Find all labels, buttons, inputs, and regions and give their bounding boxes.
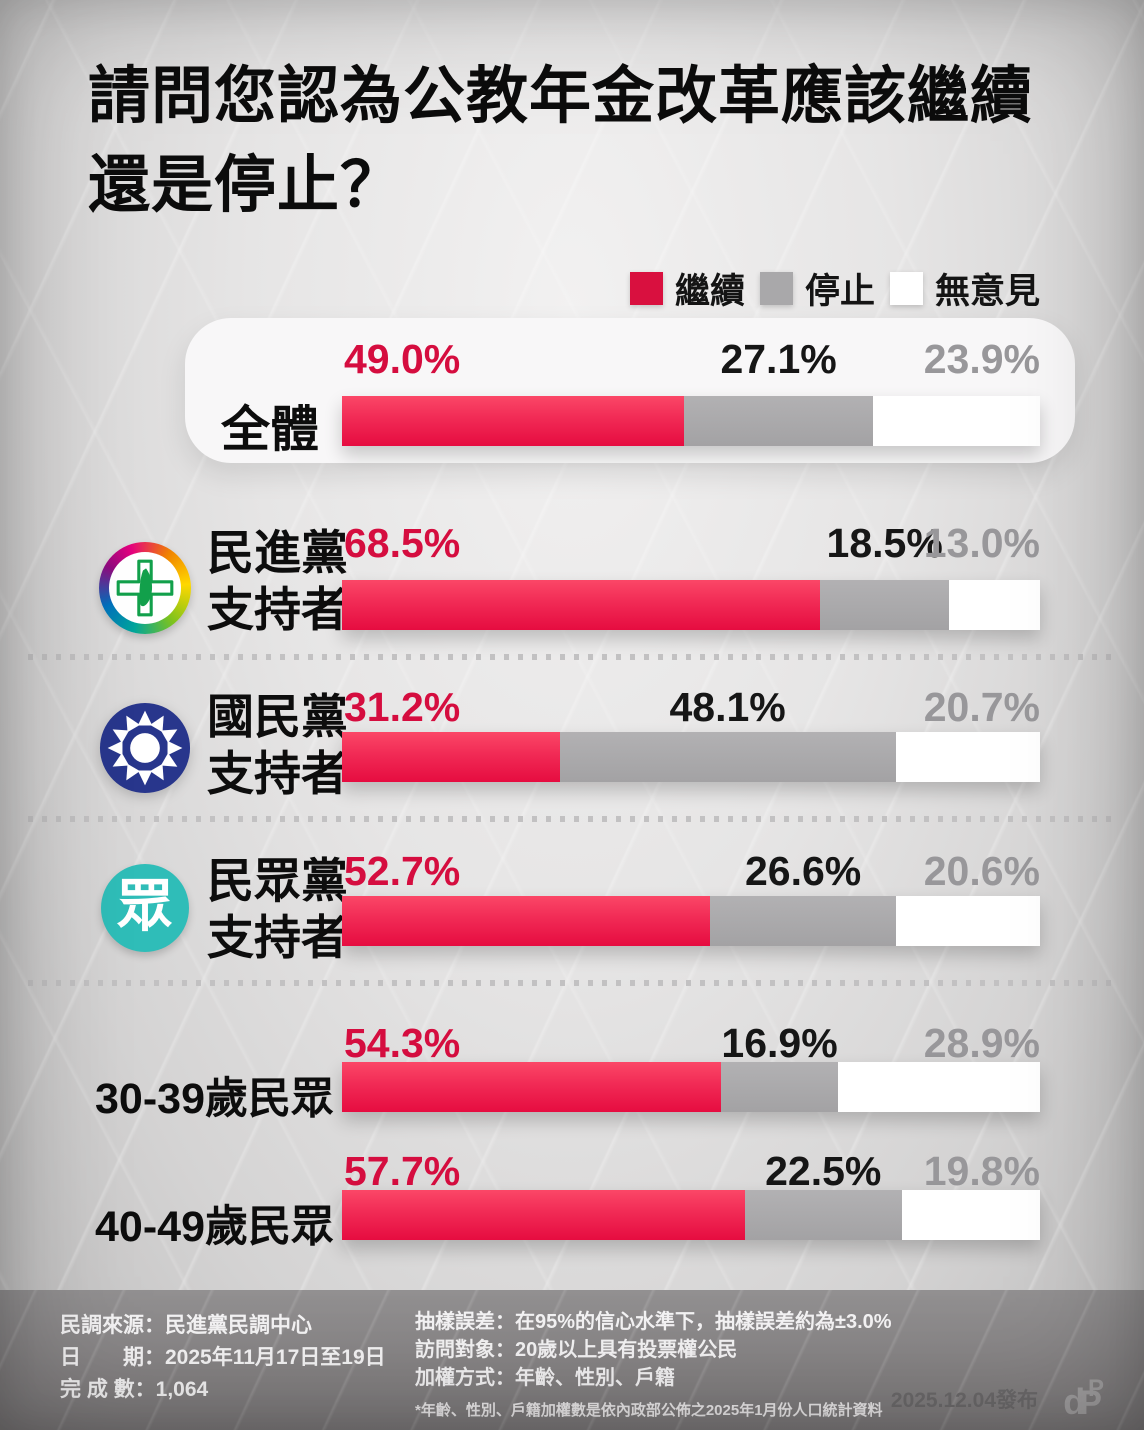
continue-value: 57.7% — [344, 1148, 461, 1194]
publish-date: 2025.12.04發布 — [890, 1389, 1038, 1412]
row-label-overall: 全體 — [221, 403, 320, 457]
percent-line: 31.2% 48.1% 20.7% — [342, 684, 1040, 730]
stop-segment — [710, 896, 897, 946]
row-tpp-supporters: 眾 民眾黨 支持者 52.7% 26.6% 20.6% — [0, 840, 1144, 990]
continue-value: 54.3% — [344, 1020, 461, 1066]
stop-segment — [744, 1190, 902, 1240]
legend-item-stop: 停止 — [760, 263, 875, 314]
no-opinion-value: 20.7% — [923, 684, 1040, 730]
percent-line: 68.5% 18.5% 13.0% — [342, 520, 1040, 566]
stacked-bar-age-40-49 — [342, 1190, 1040, 1240]
legend: 繼續 停止 無意見 — [630, 263, 1040, 314]
continue-value: 52.7% — [344, 848, 461, 894]
continue-swatch-icon — [630, 272, 663, 305]
row-age-30-39: 30-39歲民眾 54.3% 16.9% 28.9% — [0, 1012, 1144, 1152]
no-opinion-value: 28.9% — [923, 1020, 1040, 1066]
stop-value: 27.1% — [720, 336, 837, 382]
percent-line: 52.7% 26.6% 20.6% — [342, 848, 1040, 894]
continue-segment — [342, 396, 685, 446]
title-line-2: 還是停止？ — [88, 151, 404, 221]
row-age-40-49: 40-49歲民眾 57.7% 22.5% 19.8% — [0, 1140, 1144, 1280]
row-kmt-supporters: 國民黨 支持者 31.2% 48.1% 20.7% — [0, 676, 1144, 826]
row-label-dpp: 民進黨 支持者 — [207, 526, 348, 636]
dotted-separator — [28, 654, 1116, 660]
footer-survey-meta: 民調來源：民進黨民調中心 日 期：2025年11月17日至19日 完 成 數：1… — [60, 1310, 386, 1406]
stacked-bar-dpp — [342, 580, 1040, 630]
sampling-error: 抽樣誤差：在95%的信心水準下，抽樣誤差約為±3.0% — [415, 1311, 892, 1333]
no-opinion-segment — [838, 1062, 1040, 1112]
no-opinion-segment — [896, 896, 1040, 946]
stacked-bar-kmt — [342, 732, 1040, 782]
stop-swatch-icon — [760, 272, 794, 305]
no-opinion-value: 19.8% — [923, 1148, 1040, 1194]
continue-value: 49.0% — [344, 336, 461, 382]
stop-segment — [820, 580, 950, 630]
continue-segment — [342, 580, 821, 630]
footnote: *年齡、性別、戶籍加權數是依內政部公佈之2025年1月份人口統計資料 — [415, 1402, 883, 1419]
percent-line: 49.0% 27.1% 23.9% — [342, 336, 1040, 382]
no-opinion-segment — [895, 732, 1040, 782]
row-dpp-supporters: 民進黨 支持者 68.5% 18.5% 13.0% — [0, 512, 1144, 662]
no-opinion-value: 20.6% — [923, 848, 1040, 894]
page-title: 請問您認為公教年金改革應該繼續 還是停止？ — [88, 52, 1088, 231]
survey-date: 日 期：2025年11月17日至19日 — [60, 1346, 386, 1369]
dotted-separator — [28, 816, 1116, 822]
survey-sample-size: 完 成 數：1,064 — [60, 1378, 209, 1401]
stop-value: 22.5% — [765, 1148, 882, 1194]
weighting-method: 加權方式：年齡、性別、戶籍 — [415, 1367, 675, 1389]
footer: 民調來源：民進黨民調中心 日 期：2025年11月17日至19日 完 成 數：1… — [0, 1290, 1144, 1430]
dpp-logo-icon — [99, 542, 191, 634]
row-label-tpp: 民眾黨 支持者 — [207, 854, 348, 964]
continue-segment — [342, 732, 560, 782]
survey-target: 訪問對象：20歲以上具有投票權公民 — [415, 1339, 738, 1361]
row-label-age-30-39: 30-39歲民眾 — [95, 1075, 334, 1123]
stacked-bar-tpp — [342, 896, 1040, 946]
legend-item-continue: 繼續 — [630, 263, 745, 314]
no-opinion-swatch-icon — [890, 272, 924, 305]
no-opinion-value: 23.9% — [923, 336, 1040, 382]
legend-item-no-opinion: 無意見 — [890, 263, 1040, 314]
row-label-kmt: 國民黨 支持者 — [207, 690, 348, 800]
continue-segment — [342, 896, 711, 946]
stop-value: 26.6% — [744, 848, 862, 894]
no-opinion-segment — [949, 580, 1040, 630]
legend-label: 繼續 — [675, 272, 746, 311]
legend-label: 無意見 — [935, 272, 1041, 311]
survey-source: 民調來源：民進黨民調中心 — [60, 1314, 312, 1337]
kmt-logo-icon — [99, 702, 191, 794]
tpp-logo-icon: 眾 — [99, 862, 191, 954]
stop-segment — [559, 732, 896, 782]
continue-segment — [342, 1190, 745, 1240]
stop-value: 18.5% — [826, 520, 943, 566]
row-overall-card: 全體 49.0% 27.1% 23.9% — [185, 318, 1075, 463]
continue-value: 68.5% — [344, 520, 461, 566]
dotted-separator — [28, 980, 1116, 986]
percent-line: 57.7% 22.5% 19.8% — [342, 1148, 1040, 1194]
stop-value: 16.9% — [721, 1020, 838, 1066]
legend-label: 停止 — [805, 272, 876, 311]
percent-line: 54.3% 16.9% 28.9% — [342, 1020, 1040, 1066]
footer-method-meta: 抽樣誤差：在95%的信心水準下，抽樣誤差約為±3.0% 訪問對象：20歲以上具有… — [415, 1308, 892, 1425]
stop-segment — [720, 1062, 839, 1112]
no-opinion-segment — [901, 1190, 1040, 1240]
stacked-bar-overall — [342, 396, 1040, 446]
stop-segment — [684, 396, 874, 446]
stacked-bar-age-30-39 — [342, 1062, 1040, 1112]
row-label-age-40-49: 40-49歲民眾 — [95, 1203, 334, 1251]
continue-segment — [342, 1062, 721, 1112]
title-line-1: 請問您認為公教年金改革應該繼續 — [88, 62, 1034, 131]
no-opinion-segment — [873, 396, 1040, 446]
dpp-brand-logo: dPP — [1063, 1375, 1104, 1422]
stop-value: 48.1% — [669, 684, 786, 730]
continue-value: 31.2% — [344, 684, 461, 730]
no-opinion-value: 13.0% — [923, 520, 1040, 566]
